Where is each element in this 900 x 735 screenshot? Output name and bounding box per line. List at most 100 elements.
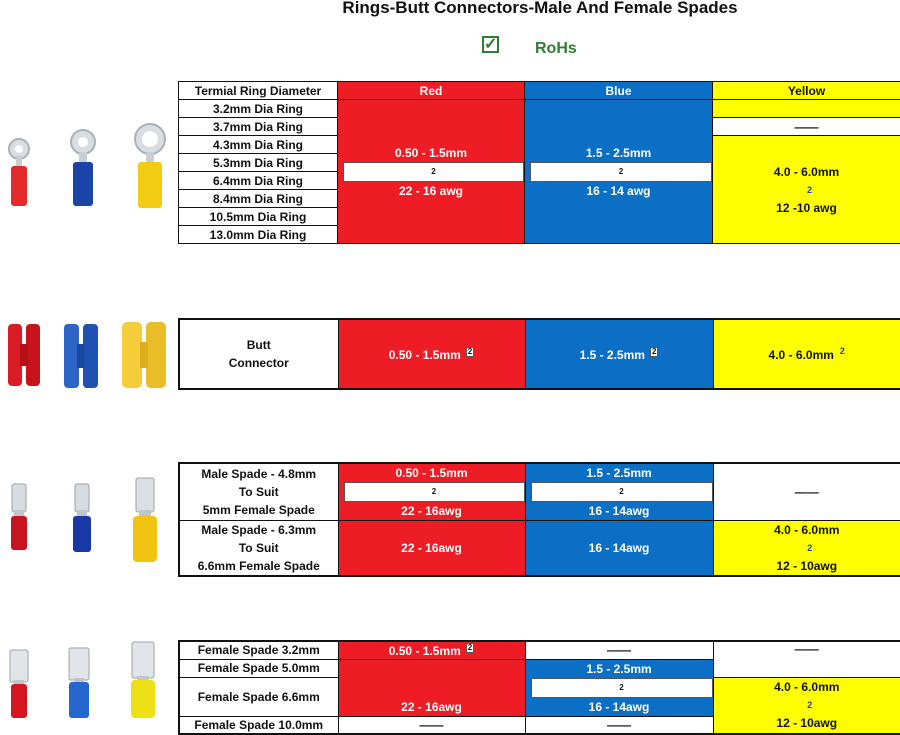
- butt-yellow-mm: 4.0 - 6.0mm: [769, 348, 834, 362]
- butt-yellow-spec: 4.0 - 6.0mm 2: [713, 319, 900, 389]
- female-blue-dash-bottom: ——: [525, 716, 713, 734]
- female-red-sup: 2: [466, 643, 474, 653]
- female-yellow-mm: 4.0 - 6.0mm: [714, 678, 900, 696]
- ring-row-label: 10.5mm Dia Ring: [179, 208, 338, 226]
- butt-blue-spec: 1.5 - 2.5mm 2: [525, 319, 713, 389]
- female-blue-awg: 16 - 14awg: [526, 698, 713, 716]
- ring-yellow-mm: 4.0 - 6.0mm: [713, 163, 900, 181]
- red-female-spade-icon: [6, 648, 32, 720]
- yellow-male-spade-icon: [130, 476, 160, 564]
- female-spade-table: Female Spade 3.2mm 0.50 - 1.5mm 2 —— —— F…: [178, 640, 900, 735]
- male-row1-line3: 5mm Female Spade: [180, 501, 338, 519]
- ring-row-label: 3.2mm Dia Ring: [179, 100, 338, 118]
- butt-label-line1: Butt: [180, 336, 338, 354]
- male-row2-label: Male Spade - 6.3mm To Suit 6.6mm Female …: [179, 521, 338, 577]
- header-ring-diameter: Termial Ring Diameter: [179, 82, 338, 100]
- ring-yellow-blank: [713, 100, 900, 118]
- female-yellow-awg: 12 - 10awg: [714, 714, 900, 732]
- blue-female-spade-icon: [64, 646, 94, 720]
- yellow-female-spade-icon: [126, 640, 160, 720]
- female-blue-dash: ——: [525, 641, 713, 659]
- ring-yellow-awg: 12 -10 awg: [713, 199, 900, 217]
- ring-row-label: 13.0mm Dia Ring: [179, 226, 338, 244]
- female-yellow-dash: ——: [713, 641, 900, 677]
- ring-yellow-sup: 2: [719, 181, 900, 199]
- butt-yellow-sup: 2: [840, 346, 845, 356]
- ring-red-sup: 2: [343, 162, 524, 182]
- female-blue-mm: 1.5 - 2.5mm: [526, 660, 713, 678]
- header-red: Red: [338, 82, 525, 100]
- blue-male-spade-icon: [70, 482, 94, 554]
- butt-label: Butt Connector: [179, 319, 338, 389]
- male-row2-yellow-mm: 4.0 - 6.0mm: [714, 521, 900, 539]
- ring-red-awg: 22 - 16 awg: [338, 182, 524, 200]
- butt-red-sup: 2: [466, 347, 474, 357]
- male-row2-red: 22 - 16awg: [338, 521, 525, 577]
- ring-blue-mm: 1.5 - 2.5mm: [525, 144, 712, 162]
- yellow-ring-terminal-icon: [132, 122, 168, 210]
- butt-red-spec: 0.50 - 1.5mm 2: [338, 319, 525, 389]
- ring-row-label: 3.7mm Dia Ring: [179, 118, 338, 136]
- butt-blue-mm: 1.5 - 2.5mm: [580, 348, 645, 362]
- female-red-awg: 22 - 16awg: [339, 698, 525, 716]
- blue-ring-terminal-icon: [68, 128, 98, 208]
- male-row1-line1: Male Spade - 4.8mm: [180, 465, 338, 483]
- female-row-label: Female Spade 6.6mm: [179, 677, 338, 716]
- page-title: Rings-Butt Connectors-Male And Female Sp…: [0, 0, 900, 18]
- butt-blue-sup: 2: [650, 347, 658, 357]
- red-butt-connector-icon: [6, 320, 42, 390]
- ring-terminal-table: Termial Ring Diameter Red Blue Yellow 3.…: [178, 81, 900, 244]
- red-ring-terminal-icon: [6, 136, 32, 208]
- ring-red-mm: 0.50 - 1.5mm: [338, 144, 524, 162]
- male-row1-yellow-dash: ——: [713, 463, 900, 521]
- ring-row-label: 8.4mm Dia Ring: [179, 190, 338, 208]
- male-row2-yellow-awg: 12 - 10awg: [714, 557, 900, 575]
- male-row1-red-mm: 0.50 - 1.5mm: [339, 464, 525, 482]
- male-row2-line2: To Suit: [180, 539, 338, 557]
- ring-row-label: 4.3mm Dia Ring: [179, 136, 338, 154]
- male-row1-red-awg: 22 - 16awg: [339, 502, 525, 520]
- blue-butt-connector-icon: [62, 320, 100, 392]
- female-row-label: Female Spade 10.0mm: [179, 716, 338, 734]
- male-row1-line2: To Suit: [180, 483, 338, 501]
- butt-red-mm: 0.50 - 1.5mm: [389, 348, 461, 362]
- male-row2-yellow-sup: 2: [720, 539, 900, 557]
- male-row2-line3: 6.6mm Female Spade: [180, 557, 338, 575]
- butt-connector-table: Butt Connector 0.50 - 1.5mm 2 1.5 - 2.5mm…: [178, 318, 900, 390]
- male-row1-blue-mm: 1.5 - 2.5mm: [526, 464, 713, 482]
- ring-row-label: 5.3mm Dia Ring: [179, 154, 338, 172]
- butt-label-line2: Connector: [180, 354, 338, 372]
- rohs-check-icon: ✓: [482, 36, 499, 53]
- male-row1-label: Male Spade - 4.8mm To Suit 5mm Female Sp…: [179, 463, 338, 521]
- ring-row-label: 6.4mm Dia Ring: [179, 172, 338, 190]
- male-spade-table: Male Spade - 4.8mm To Suit 5mm Female Sp…: [178, 462, 900, 577]
- male-row2-line1: Male Spade - 6.3mm: [180, 521, 338, 539]
- male-row1-red-sup: 2: [344, 482, 525, 502]
- female-red-mm: 0.50 - 1.5mm: [389, 644, 461, 658]
- yellow-butt-connector-icon: [120, 318, 168, 392]
- male-row1-blue-sup: 2: [531, 482, 713, 502]
- female-yellow-sup: 2: [720, 696, 900, 714]
- female-red-awg-cell: 22 - 16awg: [338, 659, 525, 716]
- female-row-label: Female Spade 3.2mm: [179, 641, 338, 659]
- rohs-label: RoHs: [535, 40, 577, 58]
- header-blue: Blue: [525, 82, 713, 100]
- female-row-label: Female Spade 5.0mm: [179, 659, 338, 677]
- female-red-mm-cell: 0.50 - 1.5mm 2: [338, 641, 525, 659]
- ring-blue-awg: 16 - 14 awg: [525, 182, 712, 200]
- ring-blue-sup: 2: [530, 162, 712, 182]
- header-yellow: Yellow: [713, 82, 900, 100]
- male-row2-blue: 16 - 14awg: [525, 521, 713, 577]
- female-blue-sup: 2: [531, 678, 713, 698]
- red-male-spade-icon: [8, 482, 30, 552]
- ring-yellow-dash: ——: [713, 118, 900, 136]
- male-row1-blue-awg: 16 - 14awg: [526, 502, 713, 520]
